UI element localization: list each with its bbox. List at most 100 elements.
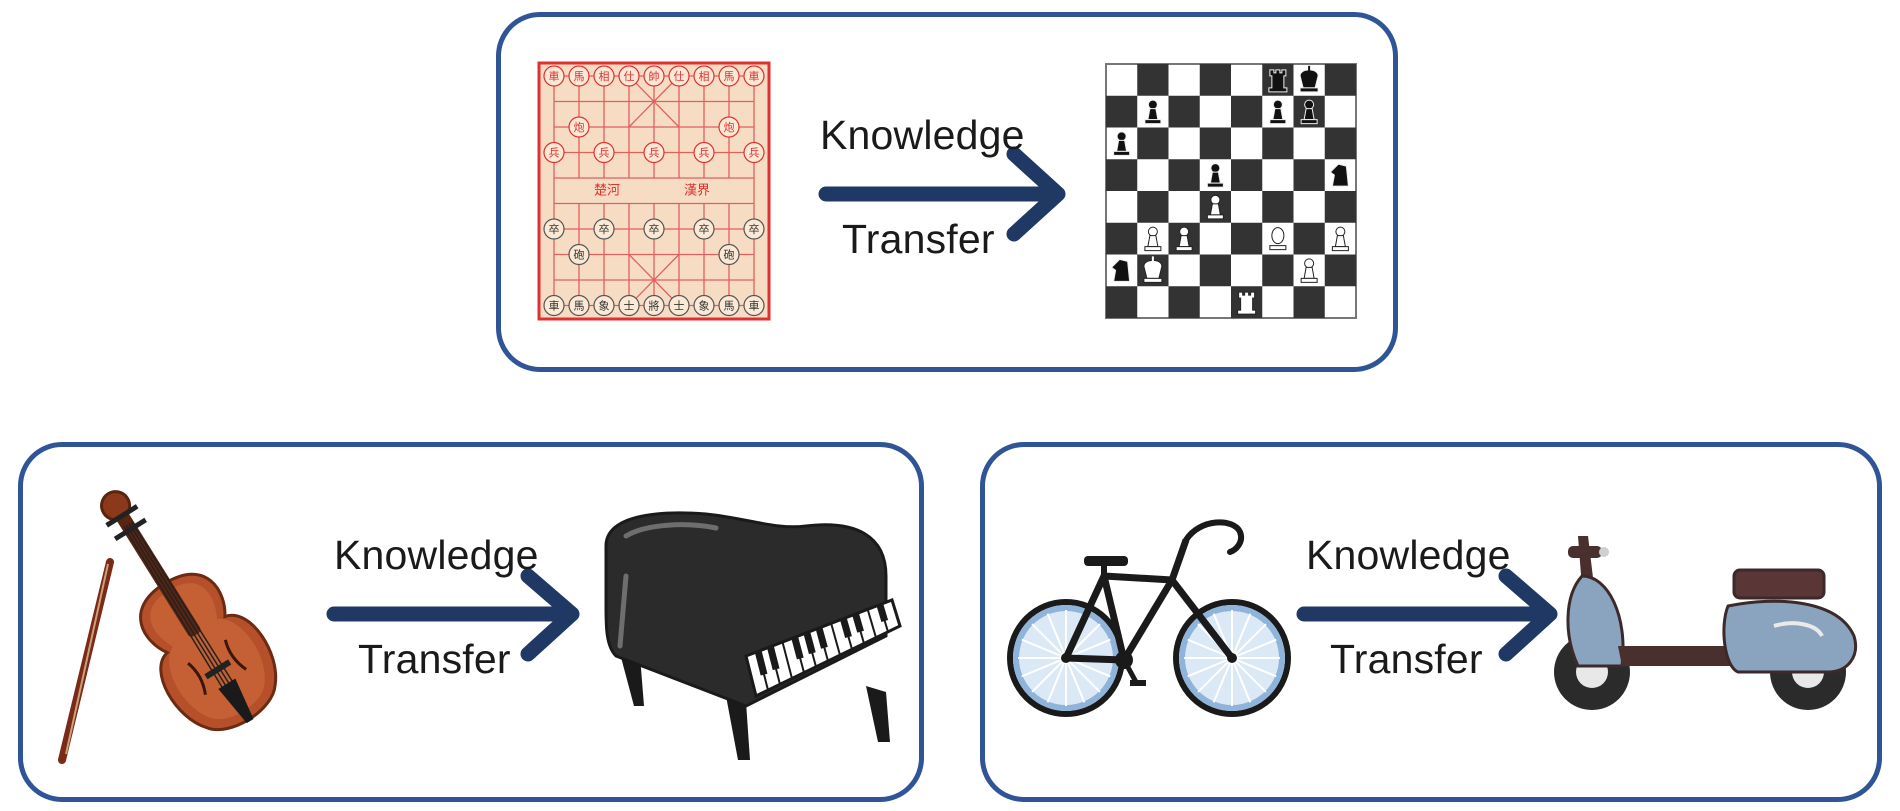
svg-text:帥: 帥 [649,70,660,83]
xiangqi-piece: 車 [543,65,565,87]
chess-pawn [1175,226,1193,252]
xiangqi-piece: 炮 [568,116,590,138]
knowledge-label: Knowledge [820,112,1025,158]
chess-king [1143,256,1163,283]
chinese-chess-board: 車馬相仕帥仕相馬車車馬象士將士象馬車炮 炮砲 砲兵卒兵卒兵卒兵卒兵卒楚河 漢界 [537,61,771,321]
svg-text:車: 車 [749,69,760,83]
chess-rook [1268,69,1288,93]
xiangqi-piece: 馬 [568,65,590,87]
svg-text:馬: 馬 [574,70,585,83]
piano-black-key [791,636,804,660]
svg-text:士: 士 [624,300,635,313]
piano-black-key [839,617,852,639]
knowledge-transfer-arrow [326,568,580,662]
xiangqi-piece: 兵 [693,141,715,164]
svg-text:兵: 兵 [749,147,760,160]
chess-knight [1329,163,1349,187]
river-label: 漢界 [684,184,710,199]
svg-text:將: 將 [649,299,660,313]
xiangqi-piece: 仕 [618,65,640,87]
knowledge-transfer-arrow [818,146,1066,242]
transfer-label: Transfer [358,636,511,682]
svg-text:馬: 馬 [724,70,735,83]
chess-pawn [1144,99,1162,125]
xiangqi-piece: 象 [593,294,615,317]
svg-text:兵: 兵 [549,147,560,160]
transfer-label: Transfer [842,216,995,262]
chess-pawn [1206,163,1224,188]
xiangqi-piece: 兵 [643,141,665,164]
violin-icon [58,490,278,764]
river-label: 楚河 [594,184,620,199]
svg-text:馬: 馬 [574,300,585,313]
svg-text:象: 象 [699,300,710,313]
xiangqi-piece: 砲 [568,243,590,266]
chess-pawn [1269,99,1287,125]
svg-text:車: 車 [749,299,760,313]
xiangqi-piece: 卒 [743,218,765,240]
chess-bishop [1269,227,1287,251]
chess-knight [1110,258,1131,282]
svg-text:馬: 馬 [724,300,735,313]
xiangqi-piece: 仕 [668,65,690,87]
xiangqi-piece: 卒 [543,218,565,240]
knowledge-label: Knowledge [1306,532,1511,578]
svg-text:士: 士 [674,300,685,313]
svg-text:兵: 兵 [599,147,610,160]
chess-rook [1237,291,1257,315]
xiangqi-piece: 兵 [743,141,765,164]
svg-text:兵: 兵 [649,147,660,160]
bicycle-icon [1007,519,1291,717]
svg-text:相: 相 [699,70,710,83]
chess-pawn [1331,226,1349,252]
piano-black-key [803,631,816,655]
svg-text:卒: 卒 [649,222,660,236]
xiangqi-piece: 馬 [718,294,740,317]
scooter-icon [1554,536,1857,710]
svg-text:仕: 仕 [674,70,685,83]
xiangqi-piece: 兵 [593,141,615,164]
chess-pawn [1113,131,1131,156]
xiangqi-piece: 砲 [718,243,740,266]
xiangqi-piece: 士 [668,294,690,317]
chess-pawn [1300,99,1318,125]
xiangqi-piece: 士 [618,294,640,317]
svg-text:兵: 兵 [699,147,710,160]
svg-text:象: 象 [599,300,610,313]
xiangqi-piece: 帥 [643,65,665,87]
xiangqi-piece: 炮 [718,116,740,138]
xiangqi-piece: 車 [743,294,765,317]
xiangqi-piece: 馬 [718,65,740,87]
svg-text:卒: 卒 [699,222,710,236]
chess-pawn [1206,194,1224,220]
xiangqi-piece: 卒 [593,218,615,240]
xiangqi-piece: 卒 [643,218,665,240]
svg-text:砲: 砲 [574,249,585,262]
piano-black-key [815,627,828,649]
western-chess-board [1105,63,1357,319]
svg-text:仕: 仕 [624,70,635,83]
piano-black-key [876,603,889,622]
xiangqi-piece: 相 [593,65,615,87]
svg-text:卒: 卒 [549,222,560,236]
chess-pawn [1144,226,1162,252]
xiangqi-piece: 車 [543,294,565,317]
knowledge-transfer-arrow [1296,568,1558,662]
svg-text:卒: 卒 [749,222,760,236]
xiangqi-piece: 車 [743,65,765,87]
svg-text:卒: 卒 [599,222,610,236]
xiangqi-piece: 象 [693,294,715,317]
xiangqi-piece: 將 [643,294,665,317]
xiangqi-piece: 兵 [543,141,565,164]
svg-text:炮: 炮 [724,121,735,134]
svg-text:車: 車 [549,299,560,313]
piano-black-key [766,645,780,671]
xiangqi-piece: 卒 [693,218,715,240]
xiangqi-piece: 馬 [568,294,590,317]
piano-black-key [852,613,864,633]
svg-text:車: 車 [549,69,560,83]
grand-piano-icon [604,511,902,760]
xiangqi-piece: 相 [693,65,715,87]
svg-text:砲: 砲 [724,249,735,262]
piano-black-key [754,650,768,676]
